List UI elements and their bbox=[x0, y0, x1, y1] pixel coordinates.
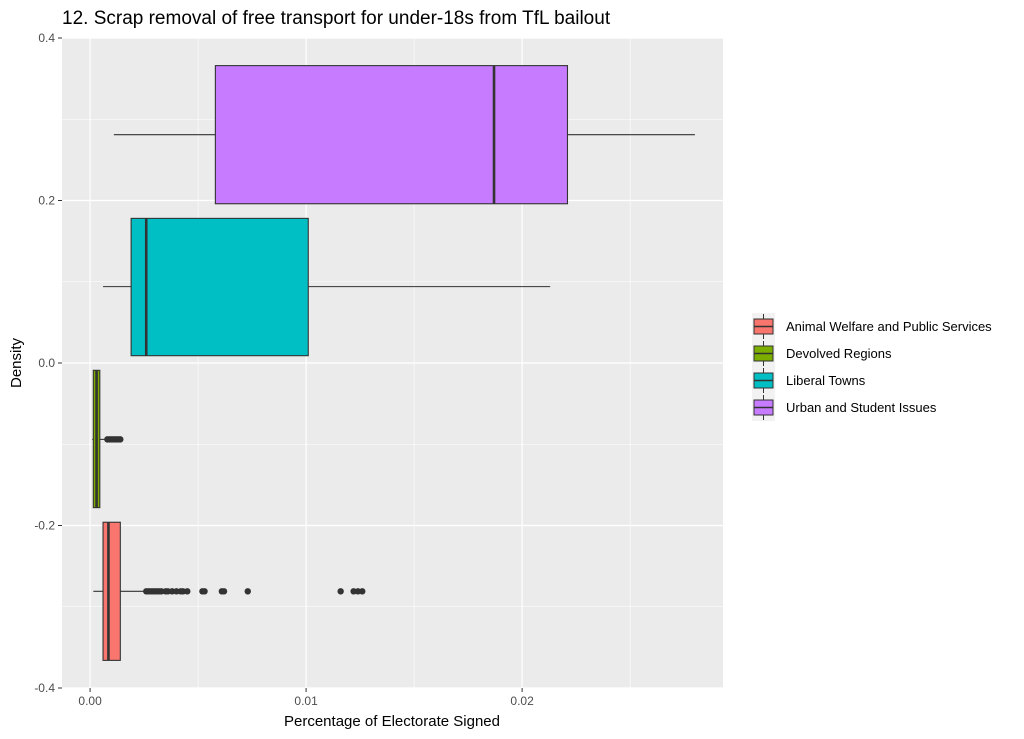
outlier-point bbox=[117, 436, 124, 443]
legend-item-0: Animal Welfare and Public Services bbox=[752, 313, 992, 340]
y-axis: 0.4 0.2 0.0 -0.2 -0.4 bbox=[34, 31, 62, 695]
y-tick-label: 0.4 bbox=[38, 31, 55, 45]
box bbox=[102, 521, 121, 661]
y-tick-label: -0.2 bbox=[34, 519, 55, 533]
box-series-0 bbox=[93, 521, 366, 661]
chart-title: 12. Scrap removal of free transport for … bbox=[62, 8, 611, 29]
legend-label: Liberal Towns bbox=[786, 373, 866, 388]
legend-item-2: Liberal Towns bbox=[752, 367, 866, 394]
legend-item-3: Urban and Student Issues bbox=[752, 394, 937, 421]
legend-item-1: Devolved Regions bbox=[752, 340, 892, 367]
x-tick-label: 0.02 bbox=[510, 694, 534, 708]
box bbox=[214, 65, 569, 205]
outlier-point bbox=[184, 588, 191, 595]
x-axis-title: Percentage of Electorate Signed bbox=[284, 713, 500, 730]
legend-label: Devolved Regions bbox=[786, 346, 892, 361]
outlier-point bbox=[201, 588, 208, 595]
box bbox=[130, 217, 309, 357]
legend: Animal Welfare and Public Services Devolv… bbox=[752, 313, 992, 421]
x-axis: 0.00 0.01 0.02 bbox=[78, 688, 534, 708]
outlier-point bbox=[359, 588, 366, 595]
outlier-point bbox=[244, 588, 251, 595]
legend-label: Urban and Student Issues bbox=[786, 400, 937, 415]
y-tick-label: 0.2 bbox=[38, 194, 55, 208]
x-tick-label: 0.00 bbox=[78, 694, 102, 708]
outlier-point bbox=[337, 588, 344, 595]
grid bbox=[62, 37, 723, 689]
legend-label: Animal Welfare and Public Services bbox=[786, 319, 992, 334]
y-tick-label: 0.0 bbox=[38, 356, 55, 370]
y-tick-label: -0.4 bbox=[34, 681, 55, 695]
box-series-3 bbox=[113, 65, 695, 205]
x-tick-label: 0.01 bbox=[294, 694, 318, 708]
boxes bbox=[92, 65, 695, 661]
box-series-1 bbox=[92, 369, 124, 509]
y-axis-title: Density bbox=[8, 337, 25, 388]
box-series-2 bbox=[103, 217, 551, 357]
outlier-point bbox=[220, 588, 228, 595]
